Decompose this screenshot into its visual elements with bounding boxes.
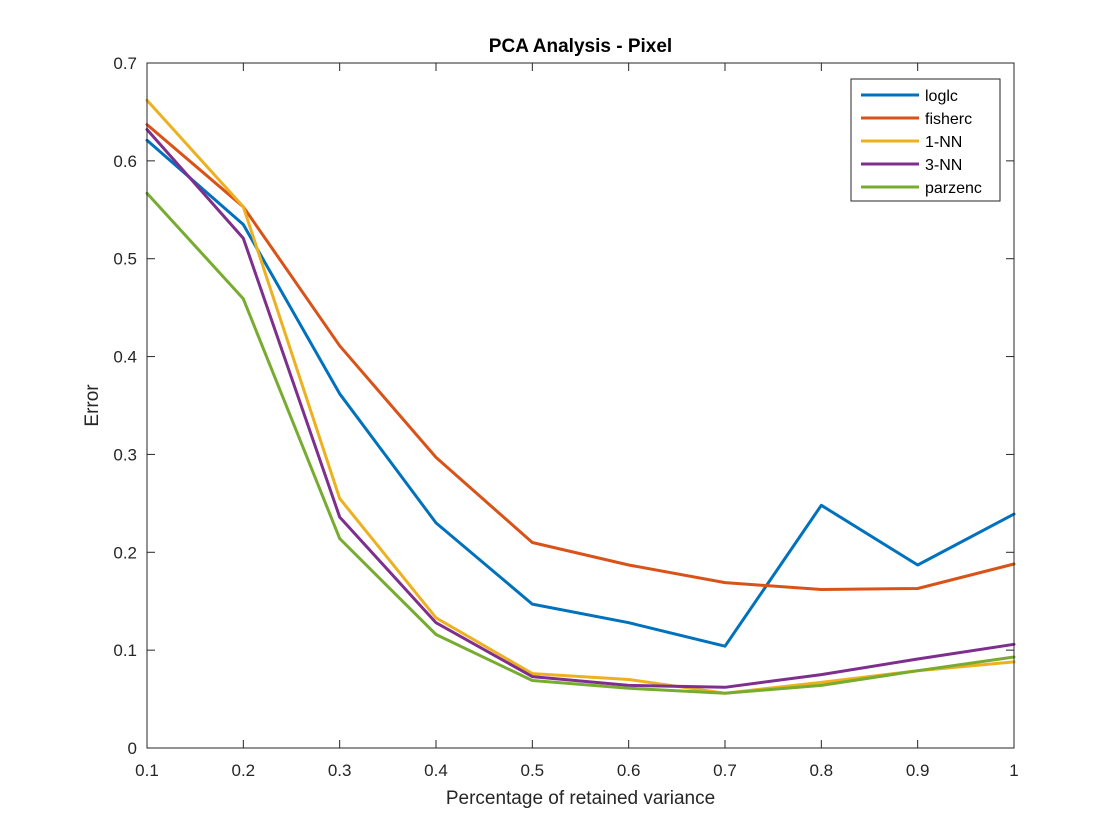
y-tick-label: 0.3 <box>113 445 137 464</box>
y-tick-label: 0.5 <box>113 250 137 269</box>
series-line-loglc <box>145 138 1016 648</box>
legend-label-fisherc: fisherc <box>925 111 972 128</box>
x-tick-label: 0.4 <box>424 761 448 780</box>
x-tick-label: 0.5 <box>521 761 545 780</box>
x-tick-label: 0.7 <box>713 761 737 780</box>
axes-box <box>146 62 1015 749</box>
chart-title: PCA Analysis - Pixel <box>489 36 672 57</box>
legend-label-loglc: loglc <box>925 88 958 105</box>
legend: loglc fisherc 1-NN 3-NN parzenc <box>850 78 1001 202</box>
series-line-fisherc <box>145 123 1016 591</box>
y-tick-label: 0 <box>128 739 137 758</box>
y-tick-label: 0.7 <box>113 54 137 73</box>
y-tick-label: 0.2 <box>113 543 137 562</box>
y-tick-label: 0.6 <box>113 152 137 171</box>
x-tick-label: 0.8 <box>810 761 834 780</box>
axes-layer: 0.1 0.2 0.3 0.4 0.5 0.6 0.7 0.8 0.9 1 0 0.1 0.2 0.3 0.… <box>113 54 1018 780</box>
legend-label-1-NN: 1-NN <box>925 134 962 151</box>
x-tick-label: 1 <box>1009 761 1018 780</box>
y-tick-label: 0.1 <box>113 641 137 660</box>
x-tick-label: 0.9 <box>906 761 930 780</box>
x-tick-label: 0.1 <box>135 761 159 780</box>
y-axis-label: Error <box>82 384 103 427</box>
y-tick-label: 0.4 <box>113 348 137 367</box>
x-tick-label: 0.3 <box>328 761 352 780</box>
series-layer <box>145 98 1016 695</box>
x-axis-label: Percentage of retained variance <box>446 788 715 809</box>
x-tick-label: 0.2 <box>232 761 256 780</box>
series-line-parzenc <box>145 191 1016 695</box>
legend-label-3-NN: 3-NN <box>925 157 962 174</box>
x-tick-label: 0.6 <box>617 761 641 780</box>
series-line-3-NN <box>145 128 1016 689</box>
legend-label-parzenc: parzenc <box>925 180 982 197</box>
